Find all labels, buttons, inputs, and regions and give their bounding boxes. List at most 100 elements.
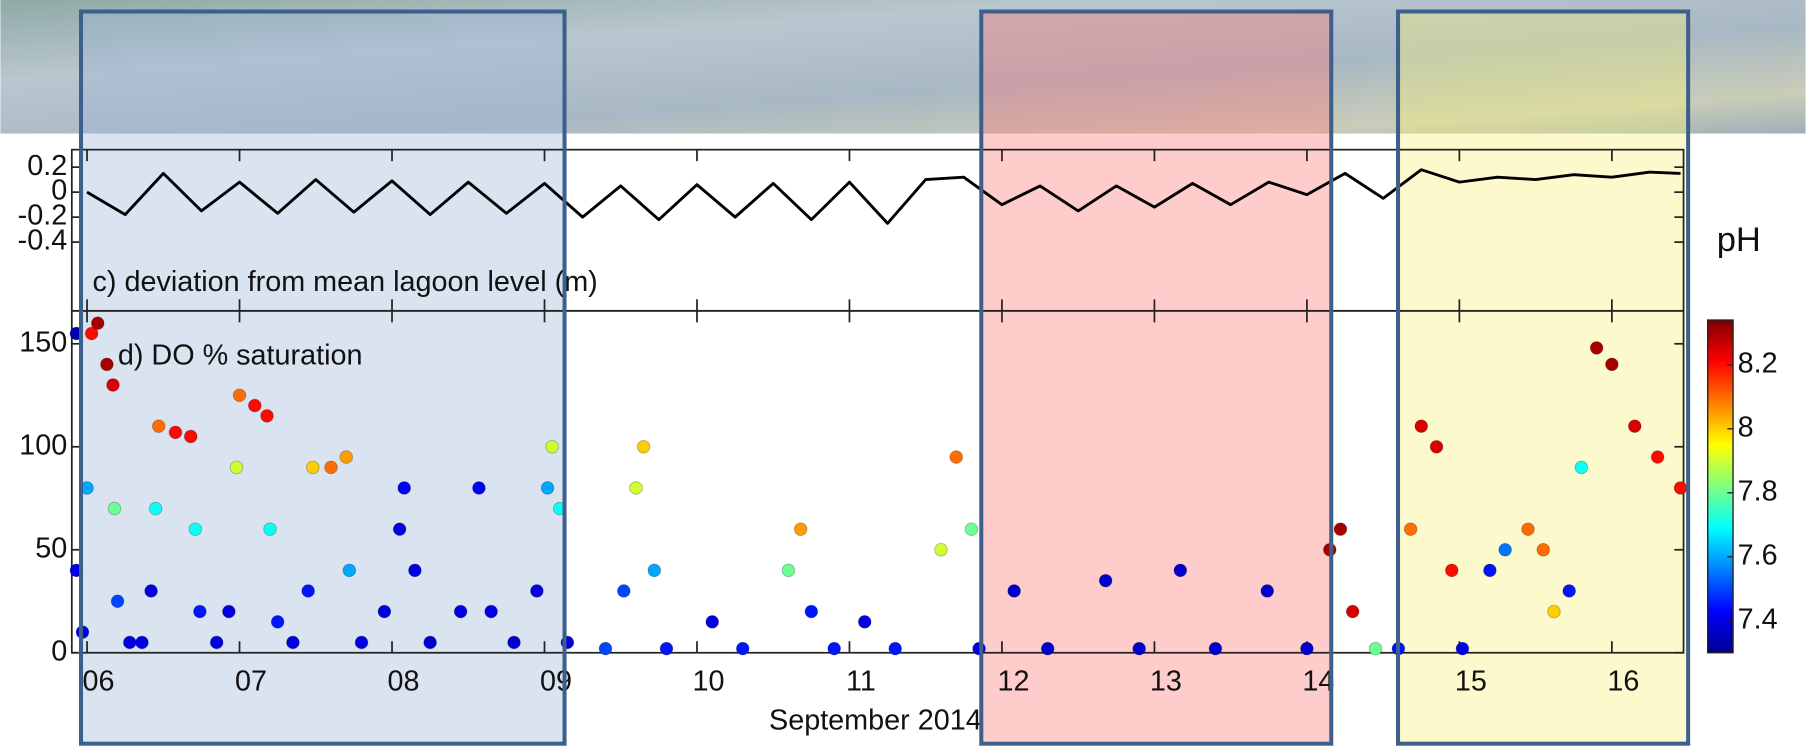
do-point [1483,563,1497,578]
do-point [397,481,412,495]
do-point [888,641,903,656]
do-point [636,439,651,454]
do-point [472,481,486,495]
x-tick-label: 11 [846,665,876,697]
do-point [804,604,819,619]
do-point [110,594,125,609]
colorbar-tick-label: 8.2 [1738,347,1778,379]
do-point [1650,450,1665,464]
axes-box [70,309,1685,654]
do-point [1562,584,1576,598]
do-point [1605,357,1619,372]
do-point [148,501,163,516]
x-tick-label: 08 [388,665,420,697]
do-point [1444,563,1459,578]
do-point [1040,641,1055,656]
do-point [972,641,986,656]
do-point [1007,584,1021,598]
do-point [659,641,674,656]
do-point [827,641,842,656]
do-point [705,615,720,629]
do-point [1132,641,1146,656]
x-tick-label: 09 [540,665,572,697]
do-point [598,641,613,656]
do-point [286,635,300,650]
do-point [122,635,137,650]
do-point [1414,419,1429,433]
y-tick-label: 0.2 [27,150,67,182]
do-point [188,522,203,536]
do-point [484,604,498,619]
do-point [354,635,369,650]
do-point [151,419,166,433]
do-point [135,635,149,650]
do-point [1627,419,1642,433]
do-point [377,604,392,619]
y-tick-label: -0.4 [18,225,68,257]
do-point [1498,542,1512,557]
do-point [144,584,158,598]
header-photo [0,0,1806,134]
x-axis-label: September 2014 [769,704,982,736]
highlight-yellow [1398,11,1689,744]
highlight-blue [81,11,565,744]
panel-label: c) deviation from mean lagoon level (m) [93,266,598,298]
do-point [1260,584,1275,598]
x-tick-label: 14 [1302,665,1334,697]
highlight-red [981,11,1332,744]
do-point [793,522,808,536]
do-point [781,563,796,578]
do-point [1536,542,1551,557]
do-point [84,326,99,341]
panel-label: d) DO % saturation [118,339,363,371]
do-point [229,460,244,475]
y-tick-label: 100 [19,429,67,461]
do-point [100,357,114,372]
do-point [90,316,105,330]
do-point [964,522,979,536]
do-point [263,522,277,536]
do-point [260,409,274,423]
level-line [86,168,1681,225]
do-point [305,460,320,475]
do-point [209,635,224,650]
do-point [616,584,631,598]
do-point [1300,641,1314,656]
colorbar [1707,319,1734,654]
x-tick-label: 16 [1607,665,1639,697]
do-point [1098,573,1113,588]
do-point [934,542,948,557]
highlight-border [79,9,567,746]
do-point [1368,641,1383,656]
do-point [1208,641,1223,656]
do-point [1547,604,1561,619]
do-point [1333,522,1348,536]
do-point [1345,604,1360,619]
y-tick-label: 0 [51,635,67,667]
do-point [392,522,407,536]
do-point [232,388,247,403]
y-tick-label: -0.2 [18,200,68,232]
plot-area: 0.2 0 -0.2-0.4 c) deviation from mean lagoo… [18,148,1778,736]
highlight-border [979,9,1334,746]
do-point [107,501,122,516]
do-point [168,425,183,440]
do-point [735,641,750,656]
y-tick-label: 150 [19,326,67,358]
do-point [540,481,555,495]
do-point [857,615,872,629]
do-point [453,604,468,619]
do-point [1403,522,1418,536]
do-point [342,563,357,578]
do-point [530,584,544,598]
do-point [106,378,120,392]
colorbar-tick-label: 8 [1738,411,1754,443]
do-point [1521,522,1535,536]
do-point [247,398,262,413]
do-point [301,584,315,598]
do-point [1589,341,1604,355]
do-point [193,604,207,619]
highlight-border [1396,9,1691,746]
